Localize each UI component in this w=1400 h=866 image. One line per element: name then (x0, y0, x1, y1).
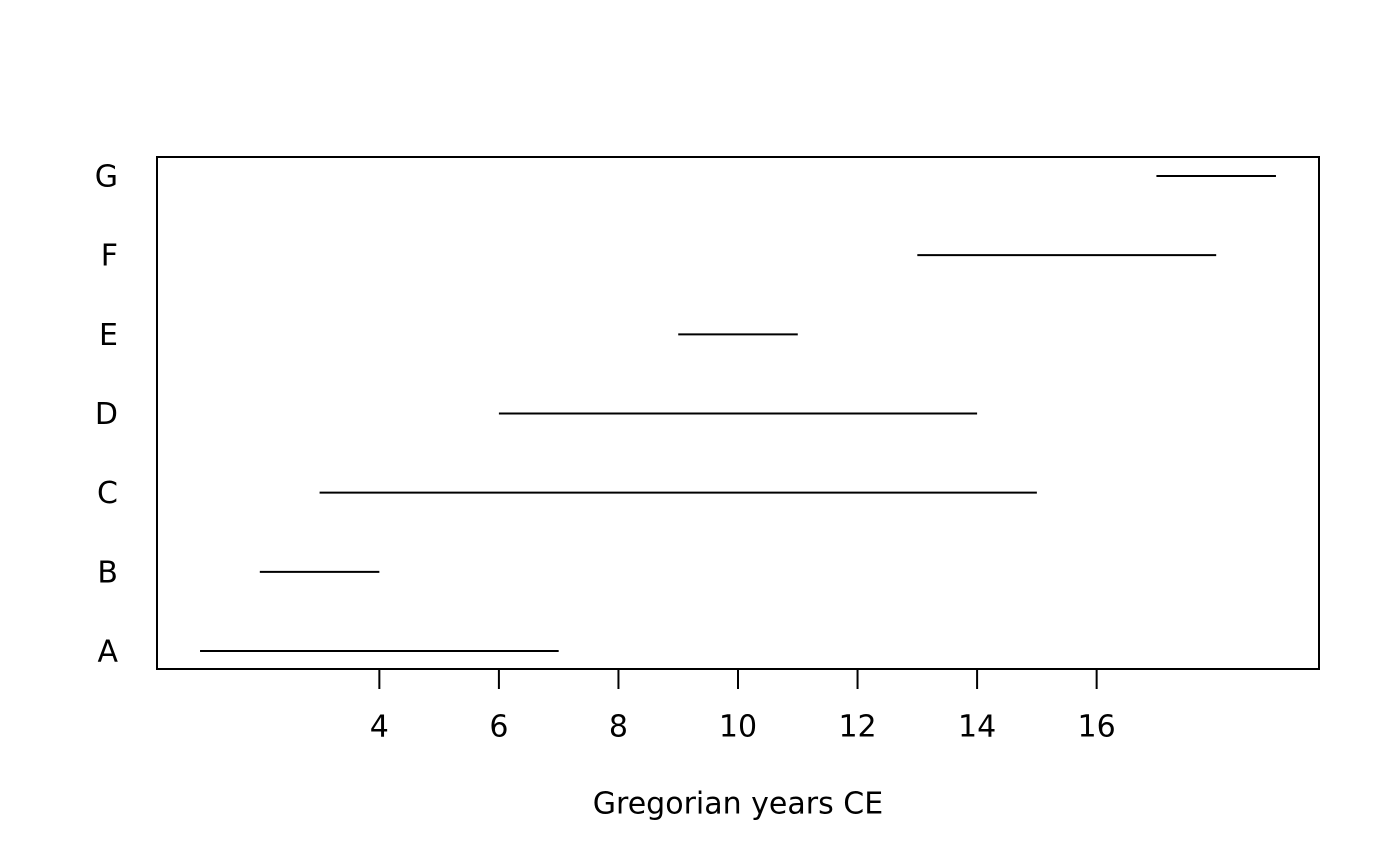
x-tick-label: 12 (838, 710, 876, 745)
y-tick-label: A (97, 635, 118, 670)
y-tick-label: C (97, 476, 118, 511)
x-tick-label: 14 (958, 710, 996, 745)
y-tick-label: G (95, 160, 118, 195)
x-tick-label: 10 (719, 710, 757, 745)
y-tick-label: B (97, 555, 118, 590)
x-tick-label: 16 (1078, 710, 1116, 745)
y-tick-label: E (99, 318, 118, 353)
x-axis-label: Gregorian years CE (593, 787, 883, 822)
y-tick-label: D (95, 397, 118, 432)
y-tick-label: F (101, 239, 118, 274)
x-tick-label: 4 (370, 710, 389, 745)
x-tick-label: 6 (489, 710, 508, 745)
x-tick-label: 8 (609, 710, 628, 745)
